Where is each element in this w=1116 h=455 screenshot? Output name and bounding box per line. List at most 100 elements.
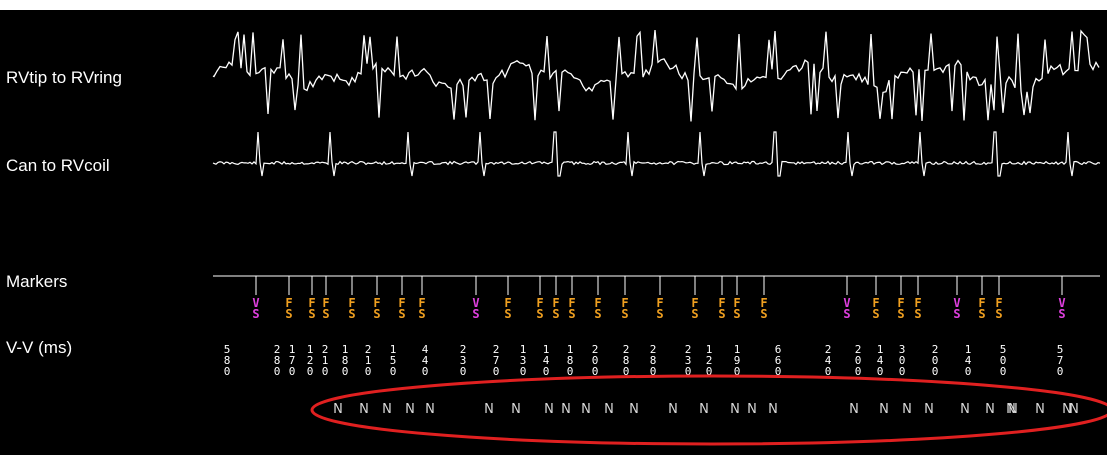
vv-interval-digit: 0: [322, 365, 329, 378]
marker-fs-char: S: [691, 307, 698, 321]
vv-interval-digit: 0: [932, 354, 939, 367]
vv-interval-digit: 0: [224, 365, 231, 378]
vv-interval-digit: 4: [543, 354, 550, 367]
vv-interval-digit: 1: [520, 343, 527, 356]
n-marker: N: [359, 402, 369, 417]
vv-interval-digit: 0: [825, 365, 832, 378]
vv-interval-digit: 5: [1000, 343, 1007, 356]
vv-interval-digit: 4: [877, 354, 884, 367]
marker-fs-char: F: [308, 296, 315, 310]
n-marker: N: [879, 402, 889, 417]
marker-fs-char: S: [552, 307, 559, 321]
marker-fs-char: S: [322, 307, 329, 321]
vv-interval-digit: 4: [422, 354, 429, 367]
marker-fs-char: S: [308, 307, 315, 321]
marker-fs-char: F: [552, 296, 559, 310]
vv-interval-digit: 0: [493, 365, 500, 378]
n-marker: N: [699, 402, 709, 417]
vv-interval-digit: 7: [493, 354, 500, 367]
n-marker: N: [561, 402, 571, 417]
vv-interval-digit: 7: [1057, 354, 1064, 367]
vv-interval-digit: 0: [567, 365, 574, 378]
n-marker: N: [405, 402, 415, 417]
vv-interval-digit: 0: [899, 354, 906, 367]
marker-fs-char: F: [718, 296, 725, 310]
vv-interval-digit: 2: [855, 343, 862, 356]
vv-interval-digit: 2: [307, 354, 314, 367]
marker-fs-char: F: [322, 296, 329, 310]
n-marker: N: [1069, 402, 1079, 417]
marker-fs-char: S: [504, 307, 511, 321]
marker-vs-char: S: [843, 307, 850, 321]
marker-vs-char: S: [252, 307, 259, 321]
vv-interval-digit: 2: [322, 343, 329, 356]
vv-interval-group: 5802801701202101802101504402302701301401…: [224, 343, 1064, 378]
n-marker: N: [747, 402, 757, 417]
marker-fs-char: S: [621, 307, 628, 321]
vv-interval-digit: 8: [224, 354, 231, 367]
n-marker: N: [629, 402, 639, 417]
vv-interval-digit: 0: [390, 365, 397, 378]
vv-interval-digit: 0: [422, 365, 429, 378]
vv-interval-digit: 0: [592, 365, 599, 378]
vv-interval-digit: 0: [592, 354, 599, 367]
vv-interval-digit: 0: [623, 365, 630, 378]
marker-fs-char: S: [760, 307, 767, 321]
marker-vs-char: V: [252, 296, 259, 310]
vv-interval-digit: 4: [965, 354, 972, 367]
marker-fs-char: S: [285, 307, 292, 321]
vv-interval-digit: 3: [460, 354, 467, 367]
vv-interval-digit: 0: [899, 365, 906, 378]
vv-interval-digit: 0: [775, 365, 782, 378]
marker-fs-char: F: [914, 296, 921, 310]
marker-vs-char: V: [843, 296, 850, 310]
marker-fs-char: F: [568, 296, 575, 310]
marker-fs-char: S: [656, 307, 663, 321]
vv-interval-digit: 7: [289, 354, 296, 367]
marker-vs-char: S: [1058, 307, 1065, 321]
marker-fs-char: F: [348, 296, 355, 310]
channel-label-can: Can to RVcoil: [6, 156, 110, 175]
vv-interval-digit: 0: [855, 365, 862, 378]
vv-interval-digit: 1: [365, 354, 372, 367]
marker-fs-char: F: [536, 296, 543, 310]
n-marker: N: [1008, 402, 1018, 417]
vv-interval-digit: 8: [623, 354, 630, 367]
can-egm-trace: [212, 131, 1101, 177]
n-marker: N: [382, 402, 392, 417]
vv-interval-digit: 1: [567, 343, 574, 356]
vv-interval-digit: 1: [342, 343, 349, 356]
marker-fs-char: S: [978, 307, 985, 321]
vv-interval-digit: 1: [390, 343, 397, 356]
vv-interval-digit: 2: [623, 343, 630, 356]
vv-interval-digit: 0: [685, 365, 692, 378]
vv-interval-digit: 2: [650, 343, 657, 356]
device-display: RVtip to RVring Can to RVcoil Markers V-…: [0, 10, 1107, 455]
marker-fs-char: F: [897, 296, 904, 310]
marker-fs-char: F: [733, 296, 740, 310]
n-marker: N: [1062, 402, 1072, 417]
n-marker: N: [1035, 402, 1045, 417]
vv-interval-digit: 2: [274, 343, 281, 356]
n-marker: N: [484, 402, 494, 417]
n-marker: N: [768, 402, 778, 417]
vv-interval-digit: 0: [342, 365, 349, 378]
vv-interval-digit: 5: [224, 343, 231, 356]
vv-interval-digit: 9: [734, 354, 741, 367]
vv-interval-digit: 3: [899, 343, 906, 356]
marker-vs-char: S: [472, 307, 479, 321]
vv-interval-digit: 3: [520, 354, 527, 367]
marker-vs-char: S: [953, 307, 960, 321]
vv-interval-digit: 0: [274, 365, 281, 378]
marker-group: VSFSFSFSFSFSFSFSVSFSFSFSFSFSFSFSFSFSFSFS…: [252, 276, 1066, 321]
vv-interval-digit: 2: [685, 343, 692, 356]
marker-fs-char: F: [656, 296, 663, 310]
n-marker: N: [960, 402, 970, 417]
vv-interval-digit: 3: [685, 354, 692, 367]
vv-interval-digit: 1: [289, 343, 296, 356]
vv-interval-digit: 0: [307, 365, 314, 378]
n-marker: N: [924, 402, 934, 417]
marker-fs-char: S: [536, 307, 543, 321]
vv-interval-digit: 4: [825, 354, 832, 367]
marker-fs-char: F: [621, 296, 628, 310]
